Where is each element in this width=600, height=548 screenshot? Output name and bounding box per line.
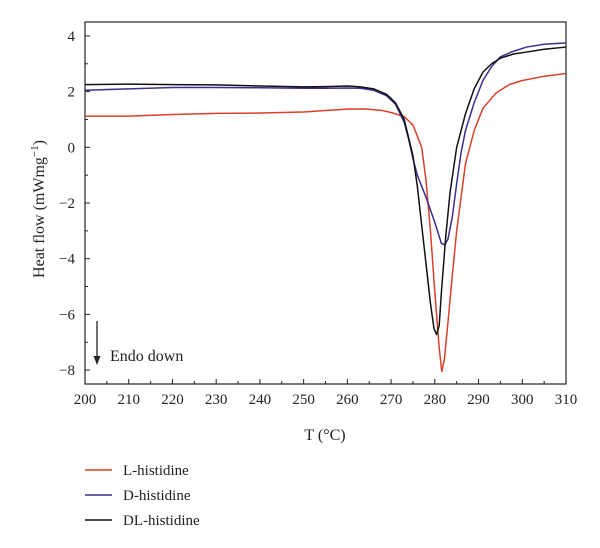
- x-tick-label: 310: [555, 392, 578, 408]
- series-line-d-histidine: [84, 42, 567, 246]
- x-tick-label: 220: [161, 392, 184, 408]
- x-tick-label: 230: [205, 392, 228, 408]
- series-line-l-histidine: [85, 72, 567, 373]
- y-tick-label: −2: [59, 196, 75, 212]
- x-tick-label: 290: [467, 392, 490, 408]
- x-tick-label: 250: [292, 392, 315, 408]
- y-tick-label: −4: [59, 252, 75, 268]
- endo-down-label: Endo down: [110, 348, 183, 365]
- y-axis-title-superscript: −1: [29, 145, 41, 157]
- y-axis-title-main: Heat flow (mWmg: [31, 157, 48, 278]
- y-tick-label: −8: [59, 363, 75, 379]
- x-tick-label: 210: [117, 392, 140, 408]
- x-axis-ticks: 200 210 220 230 240 250 260 270 280 290 300 310: [74, 379, 578, 408]
- x-tick-label: 270: [380, 392, 403, 408]
- endo-arrow-icon: [93, 356, 101, 365]
- x-tick-label: 260: [336, 392, 359, 408]
- y-axis-title: Heat flow (mWmg−1): [29, 140, 48, 278]
- x-tick-label: 200: [74, 392, 97, 408]
- endo-down-annotation: Endo down: [93, 321, 183, 365]
- series-layer: [84, 42, 567, 373]
- series-line-dl-histidine: [84, 46, 567, 336]
- y-axis-title-close: ): [31, 140, 48, 145]
- legend-label: DL-histidine: [123, 513, 200, 529]
- plot-frame: [84, 21, 567, 385]
- legend-label: D-histidine: [123, 488, 191, 504]
- y-axis-ticks: −8 −6 −4 −2 0 2 4: [59, 29, 90, 379]
- y-tick-label: −6: [59, 307, 75, 323]
- y-tick-label: 0: [68, 140, 76, 156]
- x-tick-label: 300: [511, 392, 534, 408]
- x-axis-title: T (°C): [304, 427, 345, 444]
- y-tick-label: 2: [68, 85, 76, 101]
- x-tick-label: 240: [249, 392, 272, 408]
- x-tick-label: 280: [424, 392, 447, 408]
- legend-label: L-histidine: [123, 463, 189, 479]
- plot-area-border: [84, 21, 567, 385]
- y-tick-label: 4: [68, 29, 76, 45]
- legend: L-histidine D-histidine DL-histidine: [85, 463, 200, 529]
